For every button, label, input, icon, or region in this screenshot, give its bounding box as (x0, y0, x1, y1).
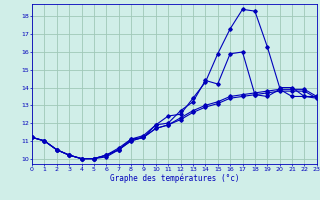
X-axis label: Graphe des températures (°c): Graphe des températures (°c) (110, 173, 239, 183)
